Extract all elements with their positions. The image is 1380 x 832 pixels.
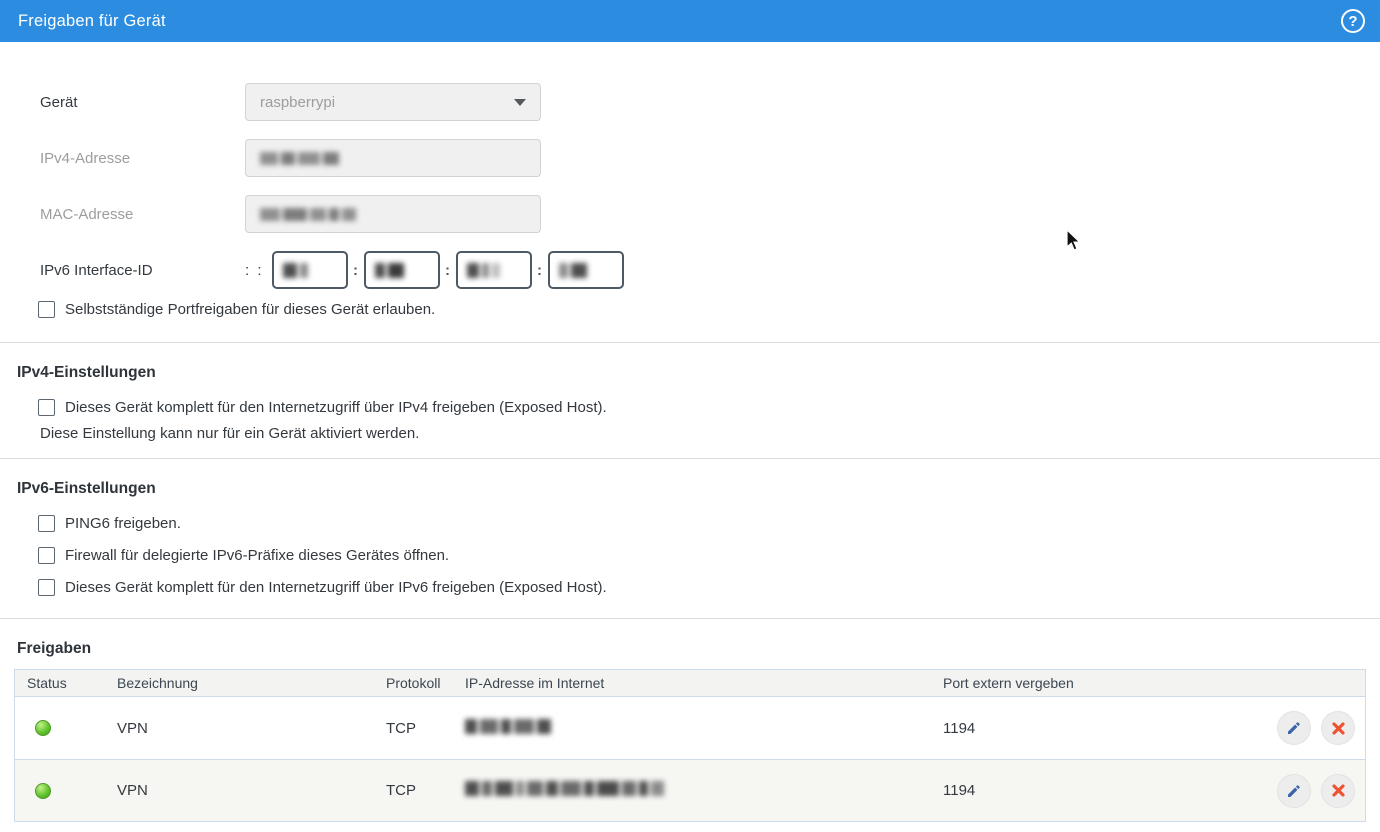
ip-cell xyxy=(453,781,931,800)
device-label: Gerät xyxy=(40,93,78,111)
firewall-prefix-row: Firewall für delegierte IPv6-Präfixe die… xyxy=(38,547,1380,564)
ipv6-separator: : xyxy=(353,261,359,279)
ipv6-exposed-host-label: Dieses Gerät komplett für den Internetzu… xyxy=(65,579,607,596)
protocol-cell: TCP xyxy=(386,719,416,737)
ipv6-separator: : xyxy=(445,261,451,279)
ipv6-prefix: : : xyxy=(245,261,264,279)
independent-sharing-checkbox[interactable] xyxy=(38,301,55,318)
port-cell: 1194 xyxy=(943,719,976,737)
col-port: Port extern vergeben xyxy=(943,675,1074,691)
col-name: Bezeichnung xyxy=(117,675,198,691)
sharing-table: Status Bezeichnung Protokoll IP-Adresse … xyxy=(14,669,1366,822)
title-bar: Freigaben für Gerät ? xyxy=(0,0,1380,42)
firewall-prefix-label: Firewall für delegierte IPv6-Präfixe die… xyxy=(65,547,450,564)
mac-address-field xyxy=(245,195,541,233)
page-title: Freigaben für Gerät xyxy=(18,11,166,30)
device-select-value: raspberrypi xyxy=(260,93,336,111)
edit-button[interactable] xyxy=(1277,711,1311,745)
pencil-icon xyxy=(1288,722,1300,734)
ipv6-segment-input-1[interactable] xyxy=(271,251,348,289)
ipv4-exposed-host-checkbox[interactable] xyxy=(38,399,55,416)
ipv6-segment-input-2[interactable] xyxy=(363,251,440,289)
device-select[interactable]: raspberrypi xyxy=(245,83,541,121)
col-ip: IP-Adresse im Internet xyxy=(465,675,605,691)
ipv4-exposed-host-row: Dieses Gerät komplett für den Internetzu… xyxy=(38,399,1380,416)
redacted-ip-value xyxy=(465,781,664,796)
ipv6-interface-id-label: IPv6 Interface-ID xyxy=(40,261,153,279)
port-cell: 1194 xyxy=(943,782,976,799)
device-row: Gerät raspberrypi xyxy=(40,83,1380,121)
redacted-mac-value xyxy=(260,207,356,221)
col-protocol: Protokoll xyxy=(386,675,441,691)
ping6-label: PING6 freigeben. xyxy=(65,515,181,532)
status-active-icon xyxy=(35,720,51,736)
ping6-checkbox[interactable] xyxy=(38,515,55,532)
status-cell xyxy=(15,782,105,799)
divider xyxy=(0,618,1380,619)
delete-button[interactable] xyxy=(1321,711,1355,745)
ip-cell xyxy=(453,718,931,738)
table-row: VPN TCP 1194 xyxy=(15,759,1365,821)
divider xyxy=(0,342,1380,343)
ipv4-address-row: IPv4-Adresse xyxy=(40,139,1380,177)
edit-button[interactable] xyxy=(1277,773,1311,808)
ipv6-separator: : xyxy=(537,261,543,279)
ipv4-address-field xyxy=(245,139,541,177)
sharing-table-heading: Freigaben xyxy=(17,640,92,657)
mac-address-row: MAC-Adresse xyxy=(40,195,1380,233)
close-icon xyxy=(1331,721,1345,735)
redacted-ipv6-seg2 xyxy=(374,262,404,278)
status-active-icon xyxy=(35,782,51,799)
delete-button[interactable] xyxy=(1321,773,1355,808)
ipv6-segment-input-3[interactable] xyxy=(455,251,532,289)
ipv6-interface-id-fields: : : : : : xyxy=(245,251,624,289)
ipv6-settings-heading: IPv6-Einstellungen xyxy=(17,480,156,497)
redacted-ipv6-seg1 xyxy=(282,262,308,278)
ipv4-exposed-host-label: Dieses Gerät komplett für den Internetzu… xyxy=(65,399,607,416)
help-icon[interactable]: ? xyxy=(1341,9,1365,33)
actions-cell xyxy=(1243,773,1365,808)
independent-sharing-row: Selbstständige Portfreigaben für dieses … xyxy=(38,301,1380,318)
redacted-ip-value xyxy=(465,718,551,734)
sharing-table-header: Status Bezeichnung Protokoll IP-Adresse … xyxy=(15,670,1365,697)
ipv4-settings-note: Diese Einstellung kann nur für ein Gerät… xyxy=(40,425,420,442)
chevron-down-icon xyxy=(514,98,526,106)
main-content: Gerät raspberrypi IPv4-Adresse MAC-Adres… xyxy=(0,42,1380,822)
ipv6-exposed-host-checkbox[interactable] xyxy=(38,579,55,596)
col-status: Status xyxy=(27,675,67,691)
ping6-row: PING6 freigeben. xyxy=(38,515,1380,532)
mac-address-label: MAC-Adresse xyxy=(40,205,134,223)
name-cell: VPN xyxy=(117,782,148,799)
actions-cell xyxy=(1243,711,1365,745)
ipv6-interface-id-row: IPv6 Interface-ID : : : : : xyxy=(40,251,1380,289)
pencil-icon xyxy=(1288,784,1300,797)
protocol-cell: TCP xyxy=(386,782,416,799)
redacted-ipv4-value xyxy=(260,151,339,165)
redacted-ipv6-seg3 xyxy=(466,262,500,278)
independent-sharing-label: Selbstständige Portfreigaben für dieses … xyxy=(65,301,436,318)
ipv6-segment-input-4[interactable] xyxy=(547,251,624,289)
name-cell: VPN xyxy=(117,719,148,737)
ipv4-address-label: IPv4-Adresse xyxy=(40,149,131,167)
close-icon xyxy=(1331,784,1345,797)
redacted-ipv6-seg4 xyxy=(558,262,587,278)
ipv4-settings-heading: IPv4-Einstellungen xyxy=(17,364,156,381)
ipv6-exposed-host-row: Dieses Gerät komplett für den Internetzu… xyxy=(38,579,1380,596)
table-row: VPN TCP 1194 xyxy=(15,697,1365,759)
firewall-prefix-checkbox[interactable] xyxy=(38,547,55,564)
status-cell xyxy=(15,720,105,736)
divider xyxy=(0,458,1380,459)
